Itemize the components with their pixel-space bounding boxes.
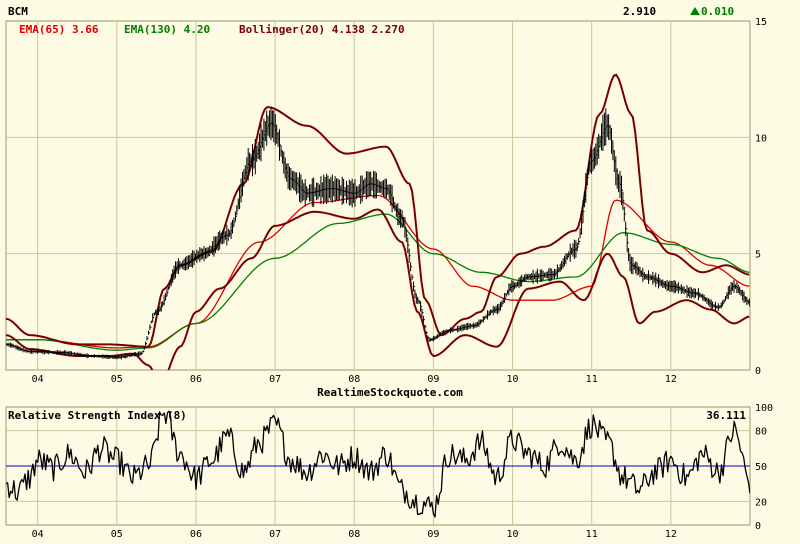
- rsi-y-tick-label: 50: [755, 462, 767, 473]
- series-ema-65-: [6, 194, 750, 349]
- price-x-tick-label: 07: [269, 374, 281, 385]
- price-y-tick-label: 0: [755, 366, 761, 377]
- price-x-tick-label: 06: [190, 374, 202, 385]
- rsi-current-value: 36.111: [706, 409, 746, 422]
- rsi-x-tick-label: 08: [348, 529, 360, 540]
- price-change: 0.010: [701, 5, 734, 18]
- legend-bollinger: Bollinger(20) 4.138 2.270: [239, 23, 405, 36]
- ticker-symbol: BCM: [8, 5, 28, 18]
- rsi-y-tick-label: 80: [755, 427, 767, 438]
- last-price: 2.910: [623, 5, 656, 18]
- price-x-tick-label: 11: [586, 374, 598, 385]
- rsi-y-tick-label: 0: [755, 521, 761, 532]
- rsi-y-tick-label: 20: [755, 497, 767, 508]
- series-bollinger-upper: [6, 73, 750, 348]
- price-x-axis: 04 05 06 07 08 09 10 11 12: [32, 374, 677, 385]
- price-x-tick-label: 09: [427, 374, 439, 385]
- price-x-tick-label: 10: [507, 374, 519, 385]
- rsi-x-tick-label: 04: [32, 529, 44, 540]
- rsi-x-tick-label: 12: [665, 529, 677, 540]
- legend-ema65: EMA(65) 3.66: [19, 23, 99, 36]
- rsi-y-axis: 0 20 50 80 100: [755, 403, 773, 532]
- price-panel-frame: [5, 20, 751, 371]
- price-x-tick-label: 08: [348, 374, 360, 385]
- legend-ema130: EMA(130) 4.20: [124, 23, 210, 36]
- price-x-tick-label: 04: [32, 374, 44, 385]
- rsi-x-tick-label: 09: [427, 529, 439, 540]
- rsi-x-tick-label: 10: [507, 529, 519, 540]
- price-bars: [6, 106, 750, 360]
- price-y-tick-label: 15: [755, 17, 767, 28]
- rsi-x-tick-label: 05: [111, 529, 123, 540]
- price-y-tick-label: 5: [755, 250, 761, 261]
- price-y-tick-label: 10: [755, 133, 767, 144]
- rsi-title: Relative Strength Index (8): [8, 409, 187, 422]
- rsi-x-tick-label: 07: [269, 529, 281, 540]
- price-panel-grid: [6, 21, 750, 370]
- rsi-x-tick-label: 11: [586, 529, 598, 540]
- rsi-panel-series: [6, 410, 750, 518]
- rsi-x-tick-label: 06: [190, 529, 202, 540]
- rsi-panel-grid: [6, 407, 750, 525]
- up-triangle-icon: [690, 7, 700, 15]
- rsi-y-tick-label: 100: [755, 403, 773, 414]
- series-rsi-8-: [6, 410, 750, 518]
- price-y-axis: 0 5 10 15: [755, 17, 767, 377]
- watermark: RealtimeStockquote.com: [317, 386, 463, 399]
- price-x-tick-label: 12: [665, 374, 677, 385]
- price-panel-series: [6, 73, 750, 370]
- rsi-x-axis: 04 05 06 07 08 09 10 11 12: [32, 529, 677, 540]
- price-x-tick-label: 05: [111, 374, 123, 385]
